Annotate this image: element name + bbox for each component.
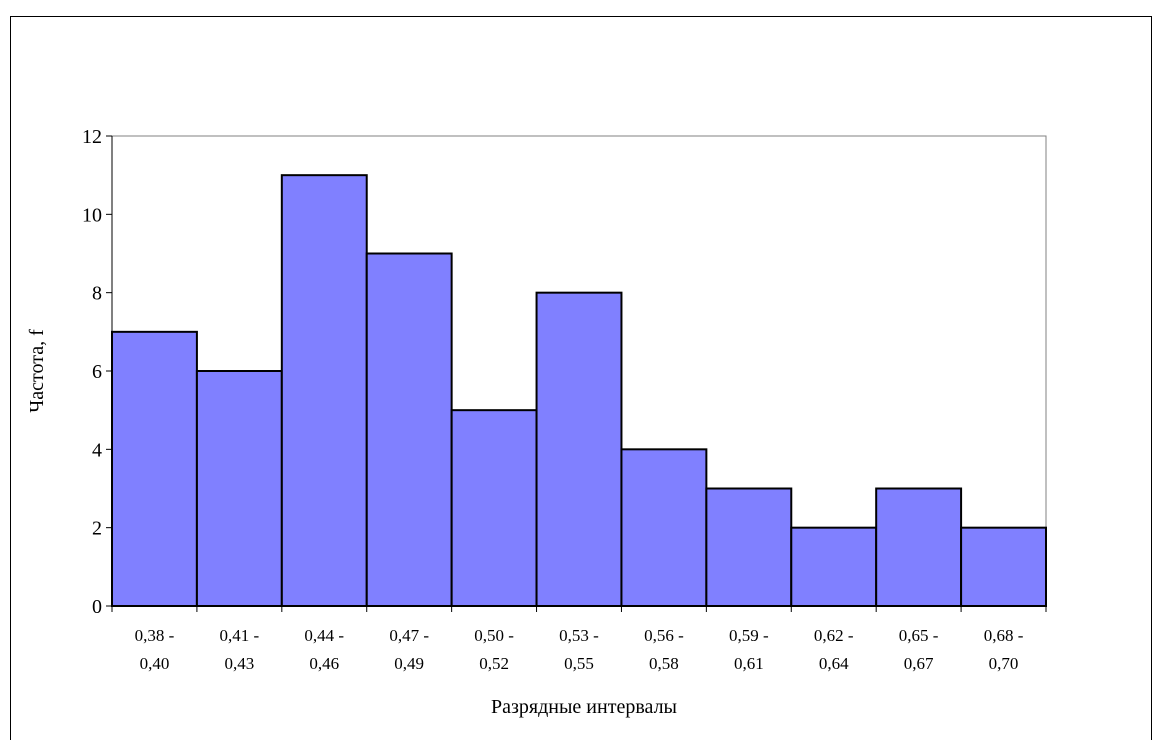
x-axis: 0,38 -0,40 0,41 -0,43 0,44 -0,46 0,47 -0,49… <box>111 605 1047 673</box>
bar-5 <box>450 409 538 608</box>
bar-11 <box>960 526 1048 607</box>
y-tick-label: 12 <box>82 126 102 148</box>
y-tick-label: 10 <box>82 204 102 226</box>
bar-9 <box>790 526 878 607</box>
y-axis: 0 2 4 6 8 10 12 <box>82 126 113 618</box>
y-axis-title: Частота, f <box>26 329 48 413</box>
y-tick-label: 0 <box>92 596 102 618</box>
bar-7 <box>620 448 708 607</box>
bars-group <box>111 174 1048 608</box>
y-tick-label: 2 <box>92 518 102 540</box>
x-tick-label: 0,56 -0,58 <box>644 626 684 673</box>
x-tick-label: 0,50 -0,52 <box>474 626 514 673</box>
x-tick-label: 0,65 -0,67 <box>899 626 939 673</box>
y-tick-label: 8 <box>92 283 102 305</box>
x-tick-label: 0,62 -0,64 <box>814 626 854 673</box>
bar-3 <box>280 174 368 607</box>
bar-1 <box>111 330 198 607</box>
bar-2 <box>195 370 283 607</box>
x-tick-label: 0,44 -0,46 <box>304 626 344 673</box>
bar-6 <box>535 291 623 607</box>
x-tick-label: 0,68 -0,70 <box>984 626 1024 673</box>
x-tick-label: 0,38 -0,40 <box>135 626 175 673</box>
y-tick-label: 6 <box>92 361 102 383</box>
x-tick-label: 0,53 -0,55 <box>559 626 599 673</box>
y-tick-label: 4 <box>92 439 102 461</box>
bar-8 <box>705 487 793 607</box>
bar-4 <box>365 252 453 607</box>
x-tick-label: 0,47 -0,49 <box>389 626 429 673</box>
x-tick-label: 0,59 -0,61 <box>729 626 769 673</box>
x-tick-label: 0,41 -0,43 <box>220 626 260 673</box>
bar-10 <box>875 487 963 607</box>
x-axis-title: Разрядные интервалы <box>491 696 677 718</box>
